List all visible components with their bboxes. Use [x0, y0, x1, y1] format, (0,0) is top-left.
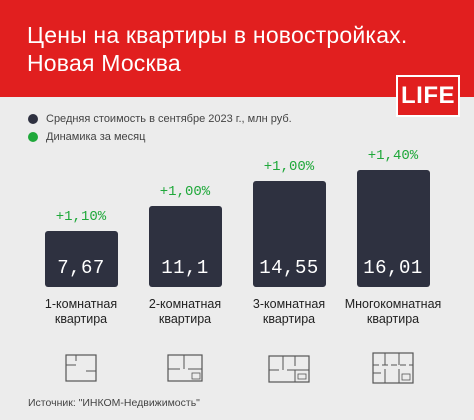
category-label-line: квартира: [366, 312, 420, 326]
category-label-line: 1-комнатная: [44, 297, 118, 311]
growth-label: +1,00%: [159, 183, 211, 200]
title-line-2: Новая Москва: [27, 50, 181, 76]
category-label-line: квартира: [54, 312, 108, 326]
legend-dot-growth: [28, 132, 38, 142]
legend-label-growth: Динамика за месяц: [46, 131, 146, 143]
bar-2: 11,1: [148, 205, 222, 287]
title-line-1: Цены на квартиры в новостройках.: [27, 22, 408, 48]
growth-label: +1,40%: [367, 148, 419, 165]
bar-3: 14,55: [252, 180, 326, 287]
bar-4: 16,01: [356, 170, 430, 287]
bar-value-label: 7,67: [57, 256, 105, 279]
growth-label: +1,10%: [55, 209, 107, 225]
source-note: Источник: "ИНКОМ-Недвижимость": [28, 397, 200, 409]
legend-dot-price: [28, 114, 38, 124]
category-label: 3-комнатная квартира: [229, 297, 349, 327]
growth-label: +1,00%: [263, 158, 315, 175]
category-label-line: квартира: [158, 312, 212, 326]
header-banner: Цены на квартиры в новостройках. Новая М…: [0, 0, 474, 97]
floor-plan-2-room-icon: [167, 354, 203, 382]
category-label-line: Многокомнатная: [344, 297, 442, 311]
bar-value-label: 11,1: [161, 256, 209, 279]
category-label-line: 2-комнатная: [148, 297, 222, 311]
legend-label-price: Средняя стоимость в сентябре 2023 г., мл…: [46, 113, 292, 125]
bar-value-label: 14,55: [259, 256, 319, 279]
legend-item-growth: Динамика за месяц: [28, 130, 145, 144]
category-label-line: квартира: [262, 312, 316, 326]
bar-1: 7,67: [44, 231, 118, 287]
category-label: 2-комнатная квартира: [125, 297, 245, 327]
life-logo: LIFE: [396, 75, 460, 117]
category-label-line: 3-комнатная: [252, 297, 326, 311]
bar-value-label: 16,01: [363, 256, 423, 279]
floor-plan-3-room-icon: [268, 355, 310, 383]
category-label: 1-комнатная квартира: [21, 297, 141, 327]
floor-plan-1-room-icon: [65, 354, 97, 382]
legend-item-price: Средняя стоимость в сентябре 2023 г., мл…: [28, 112, 292, 126]
floor-plan-multi-room-icon: [372, 352, 414, 384]
category-label: Многокомнатная квартира: [333, 297, 453, 327]
